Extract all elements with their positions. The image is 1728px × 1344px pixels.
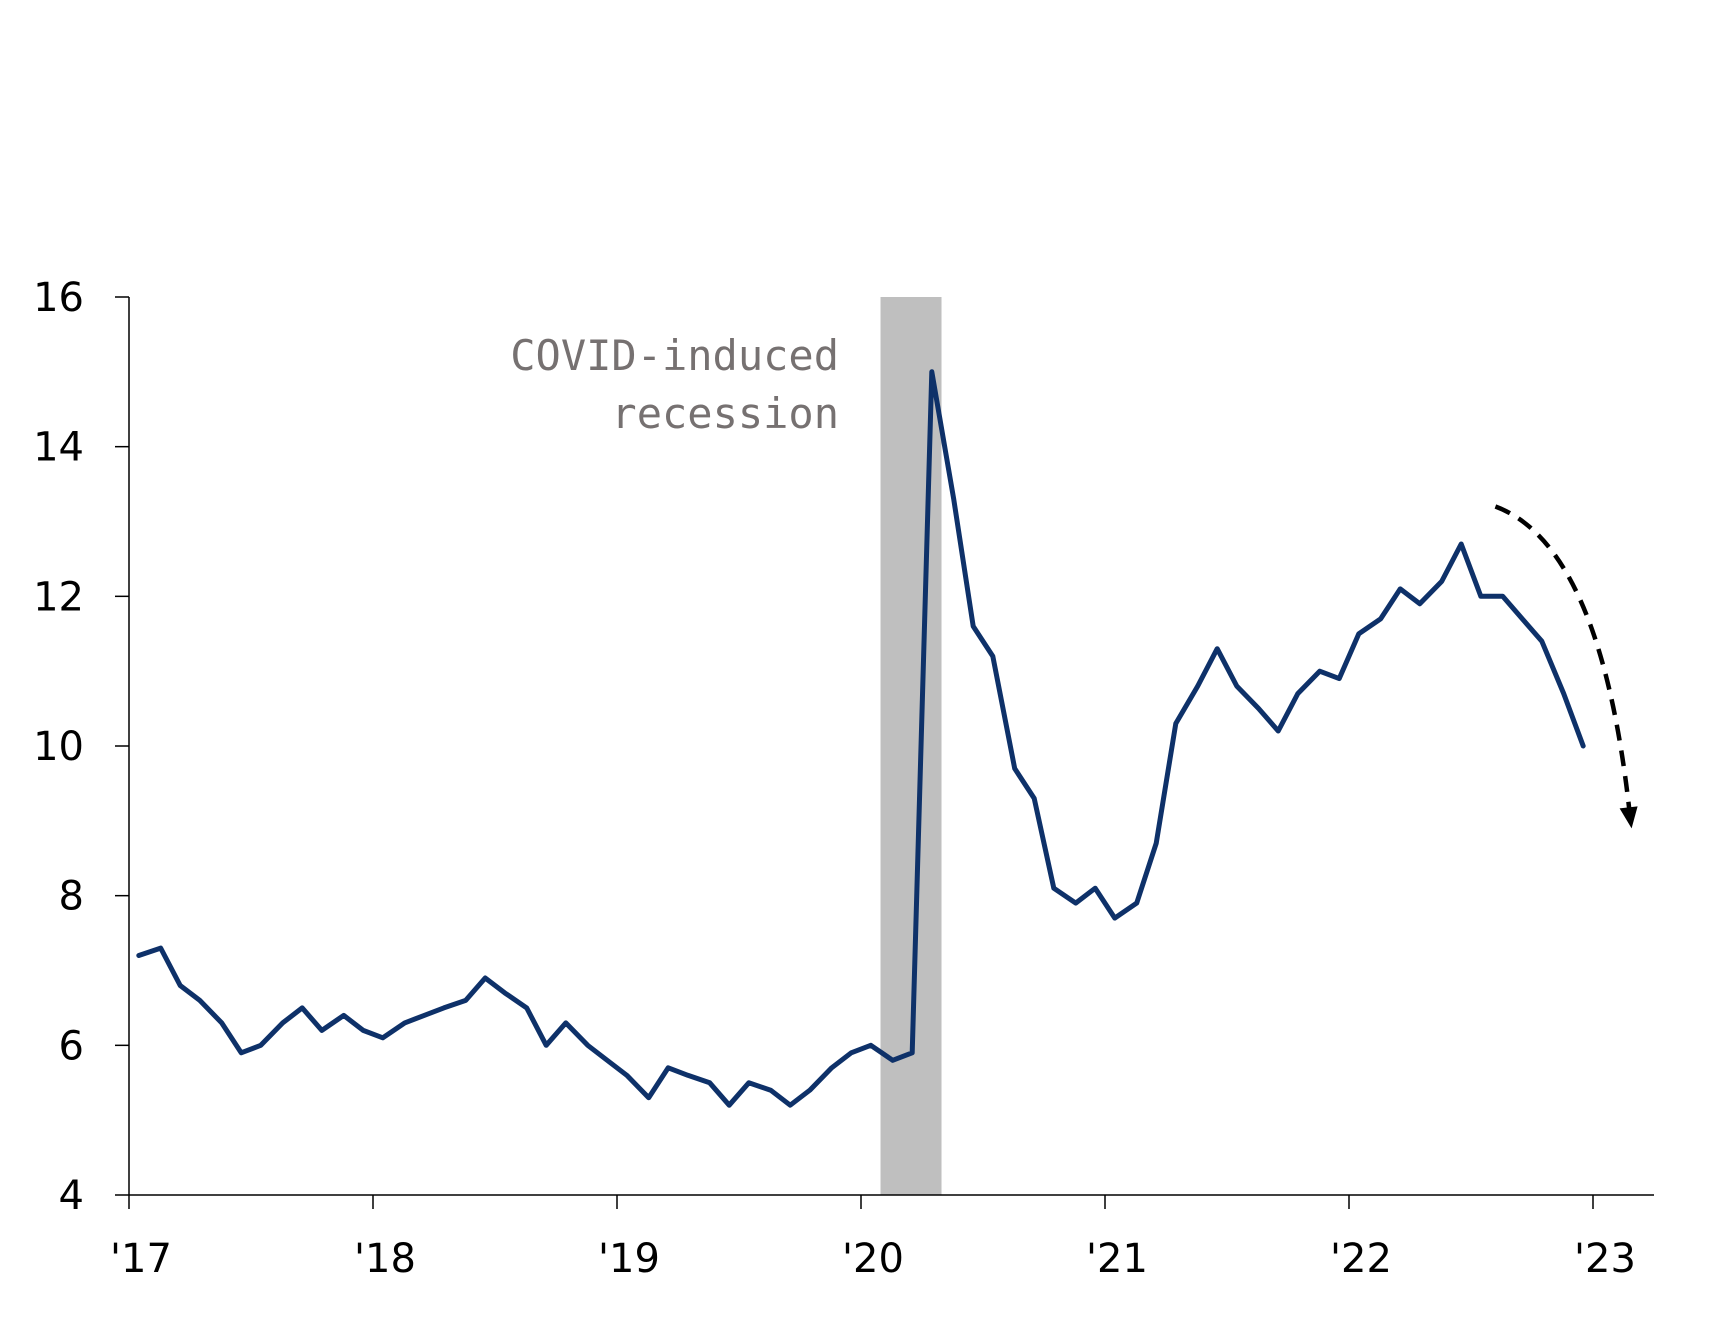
y-tick-label: 16 (33, 275, 84, 321)
y-tick-label: 6 (59, 1023, 84, 1069)
trend-arrow-path (1494, 504, 1632, 813)
x-tick-label: '22 (1330, 1236, 1392, 1282)
x-tick-label: '21 (1086, 1236, 1148, 1282)
annotation-layer: COVID-induced recession (510, 331, 839, 438)
y-tick-label: 8 (59, 874, 84, 920)
y-tick-label: 12 (33, 574, 84, 620)
axes: 4 6 8 10 12 14 16 '17 '18 '19 '20 '21 '22 '23 (33, 275, 1654, 1282)
y-tick-label: 14 (33, 425, 84, 471)
x-tick-label: '19 (598, 1236, 660, 1282)
recession-label-line2: recession (611, 389, 839, 438)
y-tick-label: 4 (59, 1173, 84, 1219)
x-tick-label: '17 (110, 1236, 172, 1282)
recession-label-line1: COVID-induced (510, 331, 839, 380)
x-tick-label: '18 (354, 1236, 416, 1282)
x-tick-label: '20 (842, 1236, 904, 1282)
series-line-layer (136, 369, 1586, 1108)
series-line (136, 369, 1586, 1108)
trend-arrow-layer (1494, 504, 1638, 829)
x-tick-label: '23 (1574, 1236, 1636, 1282)
y-tick-label: 10 (33, 724, 84, 770)
trend-arrow-head (1619, 806, 1638, 829)
